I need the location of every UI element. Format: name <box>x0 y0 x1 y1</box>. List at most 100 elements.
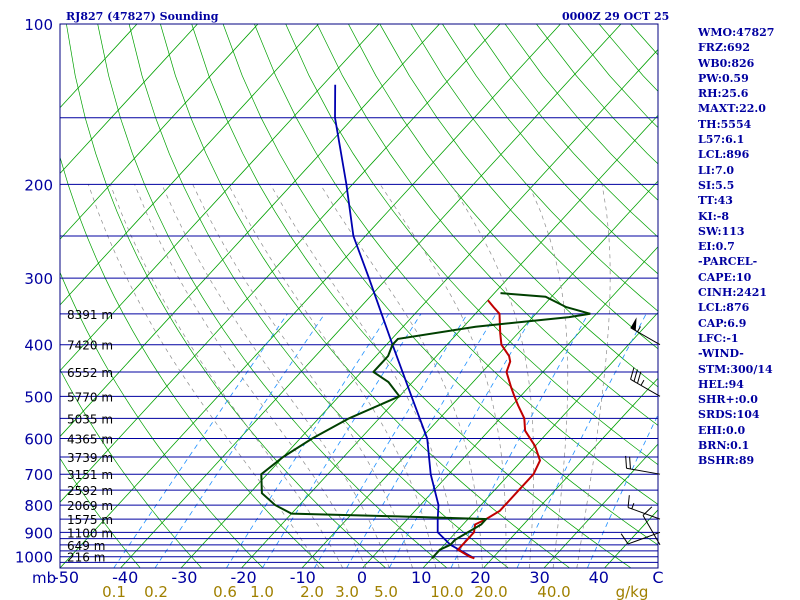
wind-barb <box>625 455 661 475</box>
mixing-ratio-line <box>516 313 647 568</box>
dry-adiabat <box>222 24 658 546</box>
isobar-lines <box>60 23 658 563</box>
dry-adiabat <box>410 24 658 312</box>
pressure-tick-label: 500 <box>24 388 53 406</box>
index-item: SHR+:0.0 <box>698 393 758 407</box>
station-title: RJ827 (47827) Sounding <box>66 10 219 23</box>
index-item: SW:113 <box>698 224 745 238</box>
pressure-unit-label: mb <box>32 569 56 587</box>
pressure-tick-label: 200 <box>24 176 53 194</box>
wind-barb <box>630 317 661 346</box>
dry-adiabat <box>97 24 448 568</box>
mixing-ratio-label: 3.0 <box>335 583 359 600</box>
mixing-ratio-label: 0.2 <box>144 583 168 600</box>
wind-barb <box>620 531 661 545</box>
index-item: LCL:876 <box>698 301 750 315</box>
temperature-tick-label: 20 <box>470 568 490 587</box>
dry-adiabat <box>128 24 509 568</box>
pressure-tick-label: 600 <box>24 431 53 449</box>
isotherm-line <box>60 24 501 503</box>
height-label: 6552 m <box>67 366 113 380</box>
pressure-tick-label: 800 <box>24 497 53 515</box>
dry-adiabat <box>191 24 632 568</box>
dry-adiabat <box>348 24 658 388</box>
temperature-line <box>456 299 542 560</box>
index-item: TT:43 <box>698 194 733 208</box>
isotherm-line <box>120 24 622 568</box>
temperature-tick-label: -30 <box>171 568 197 587</box>
temperature-tick-label: -10 <box>290 568 316 587</box>
moist-adiabat <box>161 184 390 568</box>
moist-adiabat <box>320 184 483 568</box>
mixing-ratio-line <box>388 313 535 568</box>
dry-adiabat <box>60 271 264 568</box>
temperature-tick-label: 40 <box>589 568 609 587</box>
pressure-tick-label: 100 <box>24 16 53 34</box>
index-item: KI:-8 <box>698 209 729 223</box>
index-item: -PARCEL- <box>698 255 758 269</box>
dry-adiabat <box>285 24 658 466</box>
pressure-tick-label: 900 <box>24 524 53 542</box>
profile-lines <box>260 84 591 560</box>
isotherm-line <box>543 443 658 568</box>
temperature-tick-label: 10 <box>411 568 431 587</box>
index-item: SI:5.5 <box>698 178 735 192</box>
index-item: SRDS:104 <box>698 408 760 422</box>
index-item: BRN:0.1 <box>698 439 750 453</box>
mixing-ratio-label: 20.0 <box>474 583 507 600</box>
moist-adiabat <box>109 184 344 568</box>
index-item: STM:300/14 <box>698 362 773 376</box>
index-item: -WIND- <box>698 347 744 361</box>
height-label: 3739 m <box>67 451 113 465</box>
index-item: FRZ:692 <box>698 41 751 55</box>
index-item: BSHR:89 <box>698 454 755 468</box>
height-label: 8391 m <box>67 308 113 322</box>
mixing-ratio-label: 2.0 <box>300 583 324 600</box>
pressure-tick-label: 700 <box>24 466 53 484</box>
wind-barbs <box>620 317 661 546</box>
mixing-ratio-label: 0.1 <box>102 583 126 600</box>
mixing-ratio-label: g/kg <box>616 583 649 600</box>
isotherm-line <box>60 24 319 306</box>
temperature-tick-label: -20 <box>231 568 257 587</box>
index-item: LCL:896 <box>698 148 750 162</box>
dry-adiabat <box>60 368 202 568</box>
indices-panel: WMO:47827 FRZ:692 WB0:826 PW:0.59 RH:25.6 MAX… <box>698 25 774 469</box>
moist-adiabat <box>192 184 413 568</box>
height-label: 5770 m <box>67 390 113 404</box>
index-item: RH:25.6 <box>698 87 749 101</box>
index-item: WB0:826 <box>698 56 755 70</box>
height-label: 2592 m <box>67 484 113 498</box>
height-label: 5035 m <box>67 412 113 426</box>
dry-adiabat <box>442 24 658 275</box>
dewpoint-line <box>260 292 591 559</box>
pressure-tick-label: 1000 <box>15 549 53 567</box>
plot-background <box>60 24 658 568</box>
isotherm-line <box>180 48 658 568</box>
height-label: 1100 m <box>67 526 113 540</box>
moist-adiabat <box>270 184 460 568</box>
dry-adiabat <box>160 24 570 568</box>
moist-adiabat <box>528 184 569 568</box>
isotherm-line <box>241 114 658 568</box>
mixing-ratio-label: 0.6 <box>213 583 237 600</box>
mixing-ratio-line <box>113 313 288 568</box>
pressure-tick-label: 300 <box>24 270 53 288</box>
isotherm-line <box>483 377 658 568</box>
pressure-tick-label: 400 <box>24 337 53 355</box>
height-label: 216 m <box>67 551 105 565</box>
height-label: 1575 m <box>67 513 113 527</box>
isotherm-line <box>60 24 198 175</box>
index-item: HEL:94 <box>698 377 744 391</box>
parcel-path-line <box>334 84 475 560</box>
isotherm-line <box>422 311 658 568</box>
index-item: CINH:2421 <box>698 286 768 300</box>
moist-adiabat <box>450 184 535 568</box>
index-item: CAP:6.9 <box>698 316 747 330</box>
height-label: 649 m <box>67 539 105 553</box>
moist-adiabat <box>379 184 507 568</box>
height-label: 4365 m <box>67 433 113 447</box>
height-label: 2069 m <box>67 499 113 513</box>
temperature-tick-label: 0 <box>357 568 367 587</box>
index-item: EI:0.7 <box>698 240 735 254</box>
